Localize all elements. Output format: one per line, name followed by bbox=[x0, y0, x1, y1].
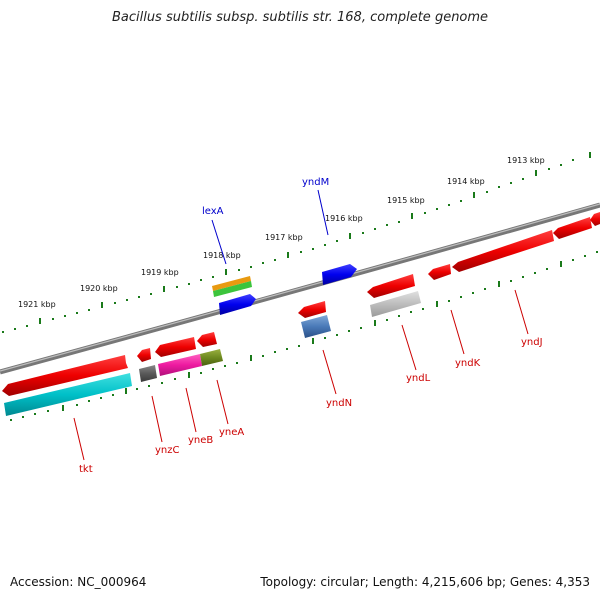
gene-label-yneB[interactable]: yneB bbox=[188, 435, 213, 446]
features-secondary bbox=[4, 291, 421, 416]
gene-arrow-yndM[interactable] bbox=[322, 264, 357, 285]
lexA-orange-bar[interactable] bbox=[212, 276, 251, 291]
gene-arrow-right-2[interactable] bbox=[590, 212, 600, 226]
genome-backbone bbox=[0, 202, 600, 375]
gene-label-ynzC[interactable]: ynzC bbox=[155, 445, 180, 456]
accession-label: Accession: NC_000964 bbox=[10, 575, 147, 589]
gene-label-yneA[interactable]: yneA bbox=[219, 427, 244, 438]
ynzC-gray-bar[interactable] bbox=[139, 365, 157, 382]
gene-arrow-tkt[interactable] bbox=[2, 355, 128, 396]
tick-label-1914: 1914 kbp bbox=[447, 177, 485, 186]
gene-arrow-yndK[interactable] bbox=[428, 264, 451, 280]
gene-label-lexA[interactable]: lexA bbox=[202, 206, 224, 217]
gene-arrow-yndJ[interactable] bbox=[452, 230, 554, 272]
gene-label-yndJ[interactable]: yndJ bbox=[521, 337, 543, 348]
tick-label-1915: 1915 kbp bbox=[387, 196, 425, 205]
yneB-magenta-bar[interactable] bbox=[158, 354, 202, 376]
tick-label-1919: 1919 kbp bbox=[141, 268, 179, 277]
gene-label-tkt[interactable]: tkt bbox=[79, 464, 93, 475]
map-title: Bacillus subtilis subsp. subtilis str. 1… bbox=[111, 10, 489, 25]
tick-label-1921: 1921 kbp bbox=[18, 300, 56, 309]
gene-arrow-yndL[interactable] bbox=[367, 274, 415, 298]
gene-arrow-yneA[interactable] bbox=[197, 332, 217, 347]
gene-arrow-yneB[interactable] bbox=[155, 337, 196, 357]
gene-label-yndL[interactable]: yndL bbox=[406, 373, 431, 384]
gene-arrow-right-1[interactable] bbox=[553, 217, 592, 239]
yneA-olive-bar[interactable] bbox=[200, 349, 223, 366]
yndL-lightgray-bar[interactable] bbox=[370, 291, 421, 317]
tkt-cyan-bar[interactable] bbox=[4, 373, 132, 416]
tick-label-1918: 1918 kbp bbox=[203, 251, 241, 260]
gene-label-yndK[interactable]: yndK bbox=[455, 358, 481, 369]
gene-label-yndM[interactable]: yndM bbox=[302, 177, 329, 188]
genome-backbone-highlight bbox=[0, 203, 600, 372]
gene-arrow-lexA[interactable] bbox=[219, 294, 256, 315]
tick-label-1917: 1917 kbp bbox=[265, 233, 303, 242]
features-forward bbox=[2, 212, 600, 396]
gene-arrow-yndN[interactable] bbox=[298, 301, 326, 318]
tick-label-1920: 1920 kbp bbox=[80, 284, 118, 293]
tick-label-1913: 1913 kbp bbox=[507, 156, 545, 165]
yndN-steel-bar[interactable] bbox=[301, 315, 331, 338]
leader-lines bbox=[73, 189, 529, 461]
genome-summary: Topology: circular; Length: 4,215,606 bp… bbox=[260, 575, 590, 589]
inner-scale bbox=[10, 251, 598, 421]
tick-label-1916: 1916 kbp bbox=[325, 214, 363, 223]
outer-scale bbox=[2, 152, 591, 333]
gene-label-yndN[interactable]: yndN bbox=[326, 398, 352, 409]
lexA-green-bar[interactable] bbox=[213, 281, 252, 297]
gene-arrow-ynzC[interactable] bbox=[137, 348, 151, 362]
